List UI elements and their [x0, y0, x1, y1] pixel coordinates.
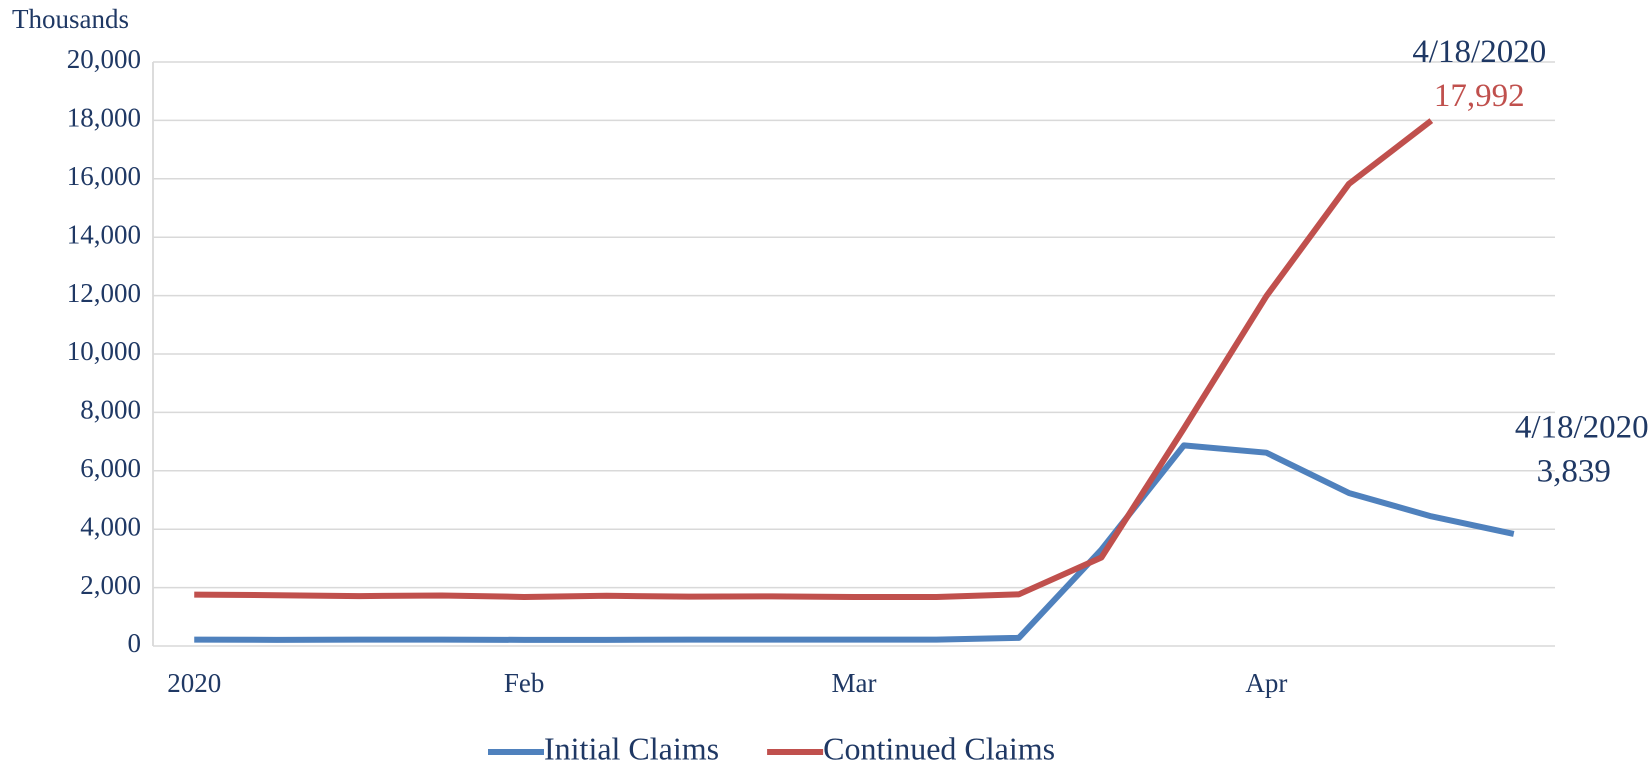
y-tick-label: 14,000 — [67, 219, 141, 249]
y-tick-label: 18,000 — [67, 103, 141, 133]
x-tick-label: Apr — [1245, 668, 1287, 698]
y-tick-label: 16,000 — [67, 161, 141, 191]
y-tick-label: 2,000 — [80, 570, 141, 600]
y-tick-label: 4,000 — [80, 511, 141, 541]
x-tick-label: 2020 — [167, 668, 221, 698]
annotation: 4/18/2020 — [1412, 34, 1546, 70]
y-unit-label: Thousands — [12, 4, 129, 34]
y-tick-label: 0 — [128, 628, 142, 658]
line-series — [194, 442, 1515, 643]
legend-label: Continued Claims — [823, 730, 1055, 765]
x-tick-label: Mar — [832, 668, 877, 698]
legend-label: Initial Claims — [544, 730, 719, 765]
y-tick-label: 12,000 — [67, 278, 141, 308]
y-tick-label: 20,000 — [67, 44, 141, 74]
y-tick-label: 6,000 — [80, 453, 141, 483]
value-label: 17,992 — [1434, 78, 1525, 114]
x-tick-label: Feb — [504, 668, 545, 698]
value-label: 3,839 — [1537, 453, 1611, 489]
y-tick-label: 10,000 — [67, 336, 141, 366]
line-series — [194, 118, 1434, 600]
annotation: 4/18/2020 — [1515, 409, 1648, 445]
y-tick-label: 8,000 — [80, 395, 141, 425]
